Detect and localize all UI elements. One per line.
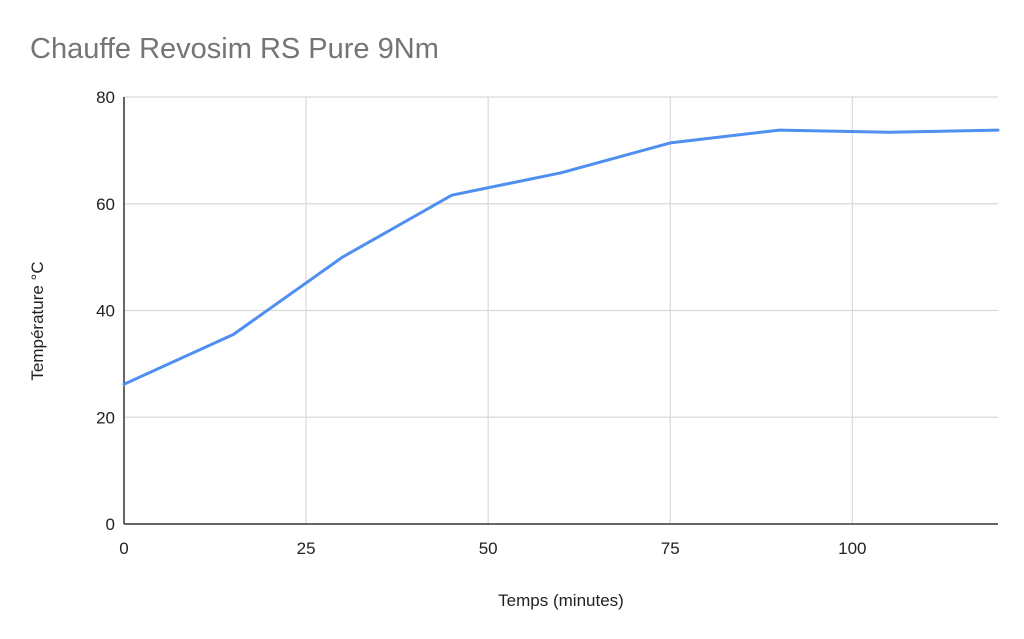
y-tick-label: 40 [96, 302, 115, 321]
grid-lines [124, 96, 998, 524]
tick-labels: 0 20 40 60 80 0 25 50 75 100 [96, 88, 866, 558]
x-tick-label: 100 [838, 539, 866, 558]
chart-title: Chauffe Revosim RS Pure 9Nm [30, 33, 439, 65]
axes [123, 97, 998, 525]
y-tick-label: 20 [96, 408, 115, 427]
x-tick-label: 0 [119, 539, 128, 558]
x-axis-title: Temps (minutes) [498, 591, 624, 610]
series-line [122, 128, 1000, 386]
x-tick-label: 50 [479, 539, 498, 558]
y-tick-label: 80 [96, 88, 115, 107]
x-tick-label: 75 [661, 539, 680, 558]
y-tick-label: 60 [96, 195, 115, 214]
y-tick-label: 0 [106, 515, 115, 534]
x-tick-label: 25 [297, 539, 316, 558]
y-axis-title: Température °C [28, 261, 47, 380]
series-layer [122, 128, 1000, 386]
